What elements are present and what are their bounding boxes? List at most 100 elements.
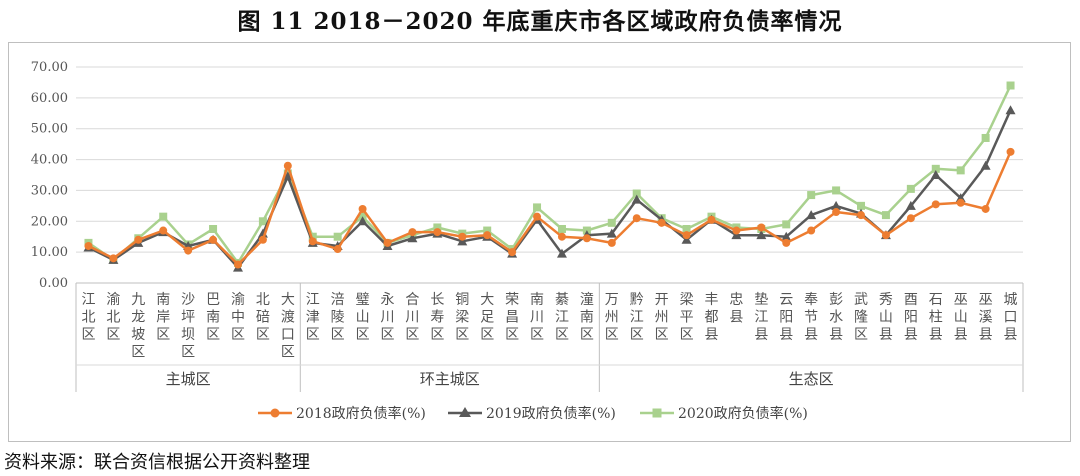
- data-point: [857, 201, 866, 210]
- data-point: [283, 161, 292, 170]
- data-point: [233, 260, 242, 269]
- series-line: [87, 109, 1012, 269]
- data-point: [657, 218, 666, 227]
- data-point: [556, 248, 567, 258]
- data-point: [682, 225, 691, 233]
- x-tick-label: 开州区: [655, 292, 669, 343]
- data-point: [483, 231, 492, 240]
- x-tick-label: 万州区: [605, 292, 619, 343]
- data-point: [433, 223, 442, 232]
- legend-marker: [270, 408, 280, 418]
- data-point: [383, 238, 392, 247]
- x-tick-label: 云阳县: [779, 292, 793, 343]
- x-tick-label: 黔江区: [630, 292, 644, 343]
- x-tick-label: 南岸区: [156, 292, 170, 343]
- x-tick-label: 沙坪坝区: [181, 292, 195, 361]
- x-tick-label: 荣昌区: [505, 292, 519, 343]
- x-tick-label: 北碚区: [256, 292, 270, 343]
- data-point: [807, 191, 816, 200]
- x-tick-label: 彭水县: [829, 292, 843, 343]
- x-tick-label: 大足区: [480, 292, 494, 343]
- data-point: [483, 226, 492, 235]
- data-point: [781, 231, 792, 241]
- x-tick-label: 奉节县: [804, 292, 818, 343]
- chart-frame: [8, 42, 1071, 442]
- x-tick-label: 巴南区: [206, 292, 220, 343]
- data-point: [308, 237, 317, 246]
- data-point: [732, 226, 741, 235]
- data-point: [458, 232, 467, 241]
- data-point: [134, 235, 143, 244]
- x-tick-label: 巫山县: [954, 292, 968, 343]
- data-point: [707, 215, 716, 224]
- data-point: [807, 226, 816, 235]
- x-tick-label: 梁平区: [680, 292, 694, 343]
- x-tick-label: 綦江区: [555, 292, 569, 343]
- data-point: [681, 234, 692, 244]
- source-note: 资料来源：联合资信根据公开资料整理: [4, 452, 310, 473]
- data-point: [956, 166, 965, 175]
- data-point: [1006, 81, 1015, 90]
- data-point: [209, 225, 218, 233]
- x-tick-label: 铜梁区: [455, 292, 469, 343]
- data-point: [84, 241, 93, 250]
- data-point: [159, 212, 168, 221]
- x-tick-label: 大渡口区: [281, 292, 295, 361]
- x-tick-label: 璧山区: [356, 291, 370, 343]
- y-tick-label: 40.00: [31, 153, 68, 168]
- data-point: [931, 164, 940, 173]
- data-point: [282, 171, 293, 181]
- x-tick-label: 城口县: [1004, 292, 1018, 343]
- data-point: [184, 246, 193, 255]
- data-point: [981, 204, 990, 213]
- data-point: [980, 160, 991, 170]
- x-tick-label: 渝北区: [106, 292, 120, 343]
- x-tick-label: 石柱县: [929, 292, 943, 343]
- chart-title: 图 11 2018－2020 年底重庆市各区域政府负债率情况: [237, 8, 843, 35]
- data-point: [258, 235, 267, 244]
- data-point: [731, 230, 742, 240]
- data-point: [682, 231, 691, 240]
- data-point: [956, 198, 965, 207]
- data-point: [159, 226, 168, 235]
- data-point: [756, 230, 767, 240]
- y-tick-label: 20.00: [31, 214, 68, 229]
- data-point: [607, 218, 616, 227]
- data-point: [857, 211, 866, 220]
- data-point: [333, 245, 342, 254]
- data-point: [333, 232, 342, 241]
- x-tick-label: 长寿区: [430, 292, 444, 343]
- x-tick-label: 九龙坡区: [131, 292, 145, 361]
- data-point: [906, 184, 915, 193]
- data-point: [433, 228, 442, 237]
- y-tick-label: 0.00: [39, 276, 68, 291]
- x-tick-label: 永川区: [381, 292, 395, 343]
- data-point: [533, 203, 542, 212]
- legend-marker: [459, 407, 471, 417]
- data-point: [906, 214, 915, 223]
- legend-label: 2019政府负债率(%): [486, 405, 616, 422]
- x-tick-label: 巫溪县: [979, 292, 993, 343]
- data-point: [782, 220, 791, 229]
- series-line: [87, 151, 1012, 266]
- data-point: [931, 200, 940, 209]
- x-tick-label: 南川区: [530, 292, 544, 343]
- data-point: [881, 211, 890, 220]
- data-point: [631, 194, 642, 204]
- data-point: [782, 238, 791, 247]
- group-label: 主城区: [166, 370, 211, 388]
- data-point: [981, 133, 990, 142]
- data-point: [258, 217, 267, 226]
- data-point: [209, 235, 218, 244]
- data-point: [881, 231, 890, 240]
- x-tick-label: 垫江县: [754, 292, 768, 343]
- data-point: [582, 234, 591, 243]
- data-point: [408, 228, 417, 237]
- data-point: [757, 223, 766, 232]
- legend-label: 2018政府负债率(%): [296, 405, 426, 422]
- x-tick-label: 忠县: [729, 292, 743, 326]
- data-point: [457, 236, 468, 246]
- data-point: [557, 225, 566, 233]
- x-tick-label: 秀山县: [879, 292, 893, 343]
